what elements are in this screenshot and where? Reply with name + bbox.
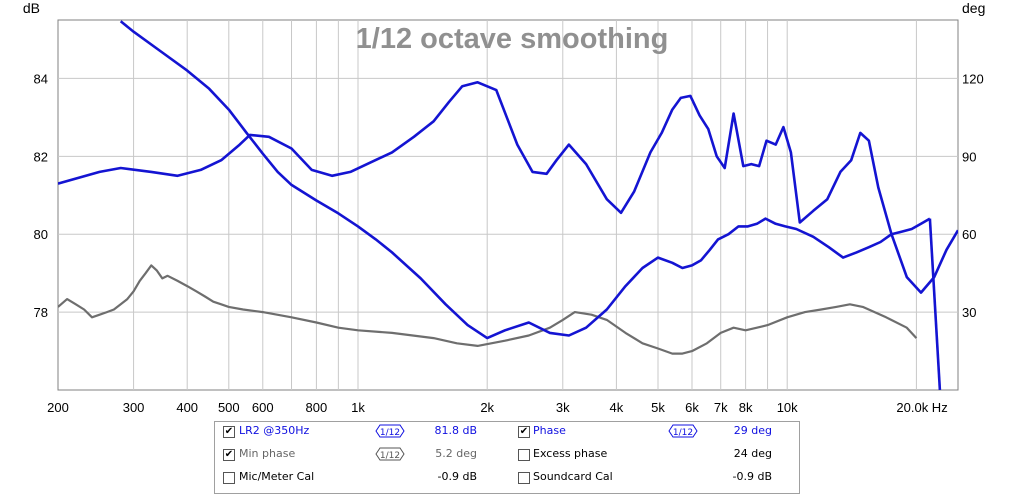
- left-tick-2: 82: [34, 149, 48, 164]
- min-phase-value: 5.2 deg: [435, 447, 477, 460]
- soundcard-cal-label: Soundcard Cal: [533, 470, 613, 483]
- series-line-2: [58, 264, 918, 355]
- x-tick-11: 6k: [685, 400, 699, 415]
- chart-title: 1/12 octave smoothing: [356, 23, 669, 55]
- min-phase-label: Min phase: [239, 447, 296, 460]
- left-axis-unit: dB: [23, 0, 40, 16]
- lr2-value: 81.8 dB: [434, 424, 477, 437]
- mic-cal-value: -0.9 dB: [437, 470, 478, 483]
- right-tick-0: 30: [962, 305, 976, 320]
- x-tick-15: 20.0k Hz: [896, 400, 947, 415]
- phase-smoothing-icon[interactable]: 1/12: [668, 423, 698, 439]
- legend-row-2: ✔ Min phase 1/12 5.2 deg Excess phase 24…: [215, 445, 799, 467]
- legend-row-3: Mic/Meter Cal -0.9 dB Soundcard Cal -0.9…: [215, 468, 799, 490]
- x-tick-9: 4k: [610, 400, 624, 415]
- right-tick-2: 90: [962, 149, 976, 164]
- x-tick-10: 5k: [651, 400, 665, 415]
- x-tick-1: 300: [123, 400, 145, 415]
- x-tick-7: 2k: [480, 400, 494, 415]
- x-tick-12: 7k: [714, 400, 728, 415]
- x-tick-14: 10k: [777, 400, 798, 415]
- left-tick-1: 80: [34, 227, 48, 242]
- min-phase-checkbox[interactable]: ✔: [223, 449, 235, 461]
- x-tick-0: 200: [47, 400, 69, 415]
- lr2-smoothing-text: 1/12: [380, 428, 400, 438]
- excess-phase-value: 24 deg: [733, 447, 772, 460]
- phase-smoothing-text: 1/12: [673, 428, 693, 438]
- soundcard-cal-checkbox[interactable]: [518, 472, 530, 484]
- left-tick-0: 78: [34, 305, 48, 320]
- x-tick-2: 400: [176, 400, 198, 415]
- x-tick-5: 800: [306, 400, 328, 415]
- right-tick-3: 120: [962, 71, 984, 86]
- excess-phase-checkbox[interactable]: [518, 449, 530, 461]
- legend-panel: ✔ LR2 @350Hz 1/12 81.8 dB ✔ Phase 1/12 2…: [214, 421, 800, 494]
- left-axis-ticks: 78 80 82 84: [34, 71, 48, 320]
- phase-wrap-segment: [928, 218, 942, 390]
- min-phase-smoothing-text: 1/12: [380, 451, 400, 461]
- right-tick-1: 60: [962, 227, 976, 242]
- x-tick-13: 8k: [739, 400, 753, 415]
- lr2-label: LR2 @350Hz: [239, 424, 310, 437]
- series-group: [58, 20, 958, 390]
- x-axis-ticks: 200 300 400 500 600 800 1k 2k 3k 4k 5k 6k 7k 8k 10k 20.…: [47, 400, 948, 415]
- mic-cal-label: Mic/Meter Cal: [239, 470, 315, 483]
- legend-row-1: ✔ LR2 @350Hz 1/12 81.8 dB ✔ Phase 1/12 2…: [215, 422, 799, 444]
- right-axis-ticks: 30 60 90 120: [962, 71, 984, 320]
- excess-phase-label: Excess phase: [533, 447, 608, 460]
- x-tick-3: 500: [218, 400, 240, 415]
- lr2-smoothing-icon[interactable]: 1/12: [375, 423, 405, 439]
- mic-cal-checkbox[interactable]: [223, 472, 235, 484]
- frequency-response-chart: 1/12 octave smoothing dB deg 78 80 82 84 30…: [23, 0, 985, 415]
- x-tick-4: 600: [252, 400, 274, 415]
- right-axis-unit: deg: [962, 0, 985, 16]
- left-tick-3: 84: [34, 71, 48, 86]
- phase-label: Phase: [533, 424, 566, 437]
- series-line-1: [119, 20, 931, 340]
- soundcard-cal-value: -0.9 dB: [732, 470, 773, 483]
- series-line-0: [58, 81, 958, 294]
- x-tick-6: 1k: [351, 400, 365, 415]
- lr2-checkbox[interactable]: ✔: [223, 426, 235, 438]
- phase-value: 29 deg: [733, 424, 772, 437]
- phase-checkbox[interactable]: ✔: [518, 426, 530, 438]
- min-phase-smoothing-icon[interactable]: 1/12: [375, 446, 405, 462]
- x-tick-8: 3k: [556, 400, 570, 415]
